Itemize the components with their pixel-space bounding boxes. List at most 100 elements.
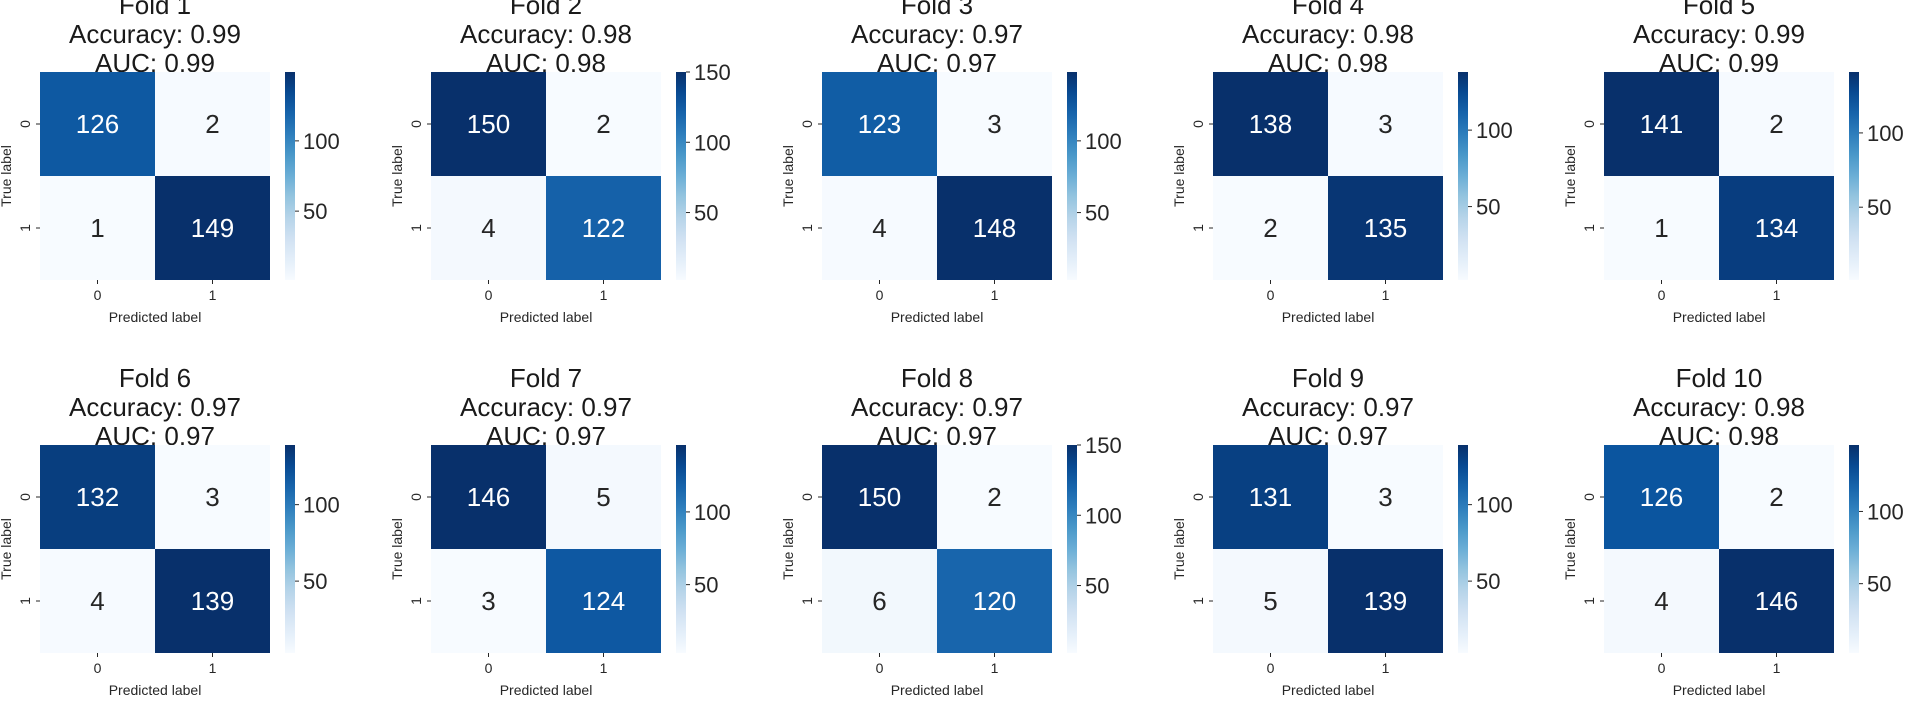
x-tick-label: 0 bbox=[94, 287, 102, 303]
x-tick-label: 1 bbox=[600, 287, 608, 303]
panel-title: Fold 8 bbox=[901, 363, 973, 393]
cell-1-1 bbox=[546, 176, 661, 280]
cell-label-0-1: 2 bbox=[205, 109, 219, 139]
y-tick-label: 0 bbox=[1581, 120, 1597, 128]
y-axis-label: True label bbox=[780, 518, 796, 580]
y-tick-label: 1 bbox=[799, 597, 815, 605]
cell-1-1 bbox=[155, 549, 270, 653]
x-tick-label: 1 bbox=[1382, 287, 1390, 303]
y-axis-label: True label bbox=[780, 145, 796, 207]
cell-label-1-0: 4 bbox=[872, 213, 886, 243]
y-tick-label: 1 bbox=[17, 224, 33, 232]
cell-label-0-0: 132 bbox=[76, 482, 119, 512]
cell-1-0 bbox=[822, 176, 937, 280]
colorbar bbox=[1067, 72, 1077, 280]
cell-1-1 bbox=[155, 176, 270, 280]
y-tick-label: 0 bbox=[799, 120, 815, 128]
y-axis-label: True label bbox=[0, 518, 14, 580]
cell-1-1 bbox=[1328, 176, 1443, 280]
cell-0-0 bbox=[1213, 445, 1328, 549]
cell-label-0-1: 3 bbox=[205, 482, 219, 512]
x-tick-label: 1 bbox=[1773, 287, 1781, 303]
cell-0-1 bbox=[1719, 72, 1834, 176]
cell-label-0-1: 3 bbox=[1378, 482, 1392, 512]
accuracy-label: Accuracy: 0.99 bbox=[1633, 19, 1805, 49]
x-axis-label: Predicted label bbox=[1282, 309, 1375, 325]
colorbar-tick-label: 100 bbox=[1085, 129, 1122, 154]
x-tick-label: 0 bbox=[876, 287, 884, 303]
cell-label-0-1: 3 bbox=[987, 109, 1001, 139]
y-tick-label: 1 bbox=[17, 597, 33, 605]
cell-1-1 bbox=[937, 549, 1052, 653]
panel-title: Fold 1 bbox=[119, 0, 191, 20]
accuracy-label: Accuracy: 0.98 bbox=[1633, 392, 1805, 422]
colorbar-tick-label: 50 bbox=[694, 201, 718, 226]
panel-title: Fold 6 bbox=[119, 363, 191, 393]
colorbar-tick-label: 50 bbox=[1085, 574, 1109, 599]
cell-0-1 bbox=[1328, 72, 1443, 176]
y-tick-label: 0 bbox=[408, 120, 424, 128]
cell-0-1 bbox=[546, 445, 661, 549]
colorbar bbox=[1849, 72, 1859, 280]
panel-title: Fold 5 bbox=[1683, 0, 1755, 20]
y-tick-label: 0 bbox=[1190, 493, 1206, 501]
colorbar-tick-label: 100 bbox=[1476, 493, 1513, 518]
colorbar-tick-label: 50 bbox=[303, 569, 327, 594]
cell-label-0-1: 5 bbox=[596, 482, 610, 512]
x-tick-label: 0 bbox=[1658, 287, 1666, 303]
cell-label-1-1: 135 bbox=[1364, 213, 1407, 243]
panel-title: Fold 2 bbox=[510, 0, 582, 20]
cell-1-1 bbox=[1719, 176, 1834, 280]
cell-0-0 bbox=[40, 445, 155, 549]
y-tick-label: 1 bbox=[1190, 597, 1206, 605]
cell-1-0 bbox=[431, 176, 546, 280]
cell-label-1-1: 139 bbox=[1364, 586, 1407, 616]
cell-label-0-0: 131 bbox=[1249, 482, 1292, 512]
cell-label-0-0: 126 bbox=[1640, 482, 1683, 512]
cell-0-1 bbox=[155, 72, 270, 176]
y-tick-label: 1 bbox=[1581, 597, 1597, 605]
y-tick-label: 0 bbox=[408, 493, 424, 501]
y-axis-label: True label bbox=[389, 145, 405, 207]
cell-label-1-0: 1 bbox=[90, 213, 104, 243]
colorbar-tick-label: 100 bbox=[1867, 499, 1904, 524]
cell-label-0-0: 146 bbox=[467, 482, 510, 512]
colorbar bbox=[1067, 445, 1077, 653]
y-tick-label: 1 bbox=[408, 224, 424, 232]
colorbar-tick-label: 50 bbox=[1476, 569, 1500, 594]
x-axis-label: Predicted label bbox=[891, 682, 984, 698]
panel-title: Fold 10 bbox=[1676, 363, 1763, 393]
panel-title: Fold 4 bbox=[1292, 0, 1364, 20]
panel-title: Fold 7 bbox=[510, 363, 582, 393]
x-axis-label: Predicted label bbox=[109, 682, 202, 698]
cell-1-0 bbox=[40, 549, 155, 653]
x-tick-label: 1 bbox=[1773, 660, 1781, 676]
cell-0-1 bbox=[1719, 445, 1834, 549]
cell-1-0 bbox=[40, 176, 155, 280]
colorbar bbox=[1458, 445, 1468, 653]
cell-label-1-1: 124 bbox=[582, 586, 625, 616]
cell-0-1 bbox=[546, 72, 661, 176]
x-tick-label: 0 bbox=[485, 287, 493, 303]
y-axis-label: True label bbox=[389, 518, 405, 580]
colorbar-tick-label: 50 bbox=[1867, 195, 1891, 220]
cell-label-0-1: 2 bbox=[596, 109, 610, 139]
cell-label-0-0: 150 bbox=[858, 482, 901, 512]
accuracy-label: Accuracy: 0.97 bbox=[851, 392, 1023, 422]
cell-1-1 bbox=[937, 176, 1052, 280]
x-axis-label: Predicted label bbox=[1673, 309, 1766, 325]
cell-1-0 bbox=[1213, 549, 1328, 653]
cell-label-1-0: 1 bbox=[1654, 213, 1668, 243]
colorbar-tick-label: 50 bbox=[1867, 572, 1891, 597]
cell-0-0 bbox=[822, 445, 937, 549]
cell-label-0-1: 3 bbox=[1378, 109, 1392, 139]
accuracy-label: Accuracy: 0.97 bbox=[460, 392, 632, 422]
cell-label-0-1: 2 bbox=[1769, 109, 1783, 139]
y-tick-label: 0 bbox=[1581, 493, 1597, 501]
